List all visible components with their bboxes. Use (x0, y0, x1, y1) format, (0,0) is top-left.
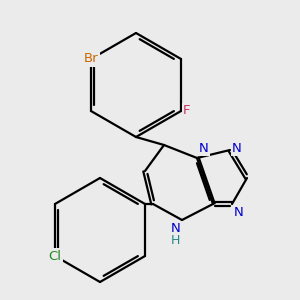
Text: H: H (171, 234, 180, 247)
Text: F: F (183, 104, 190, 118)
Text: N: N (170, 222, 180, 235)
Text: N: N (199, 142, 209, 155)
Text: Br: Br (84, 52, 98, 65)
Text: N: N (234, 206, 244, 219)
Text: Cl: Cl (49, 250, 62, 262)
Text: N: N (232, 142, 242, 154)
